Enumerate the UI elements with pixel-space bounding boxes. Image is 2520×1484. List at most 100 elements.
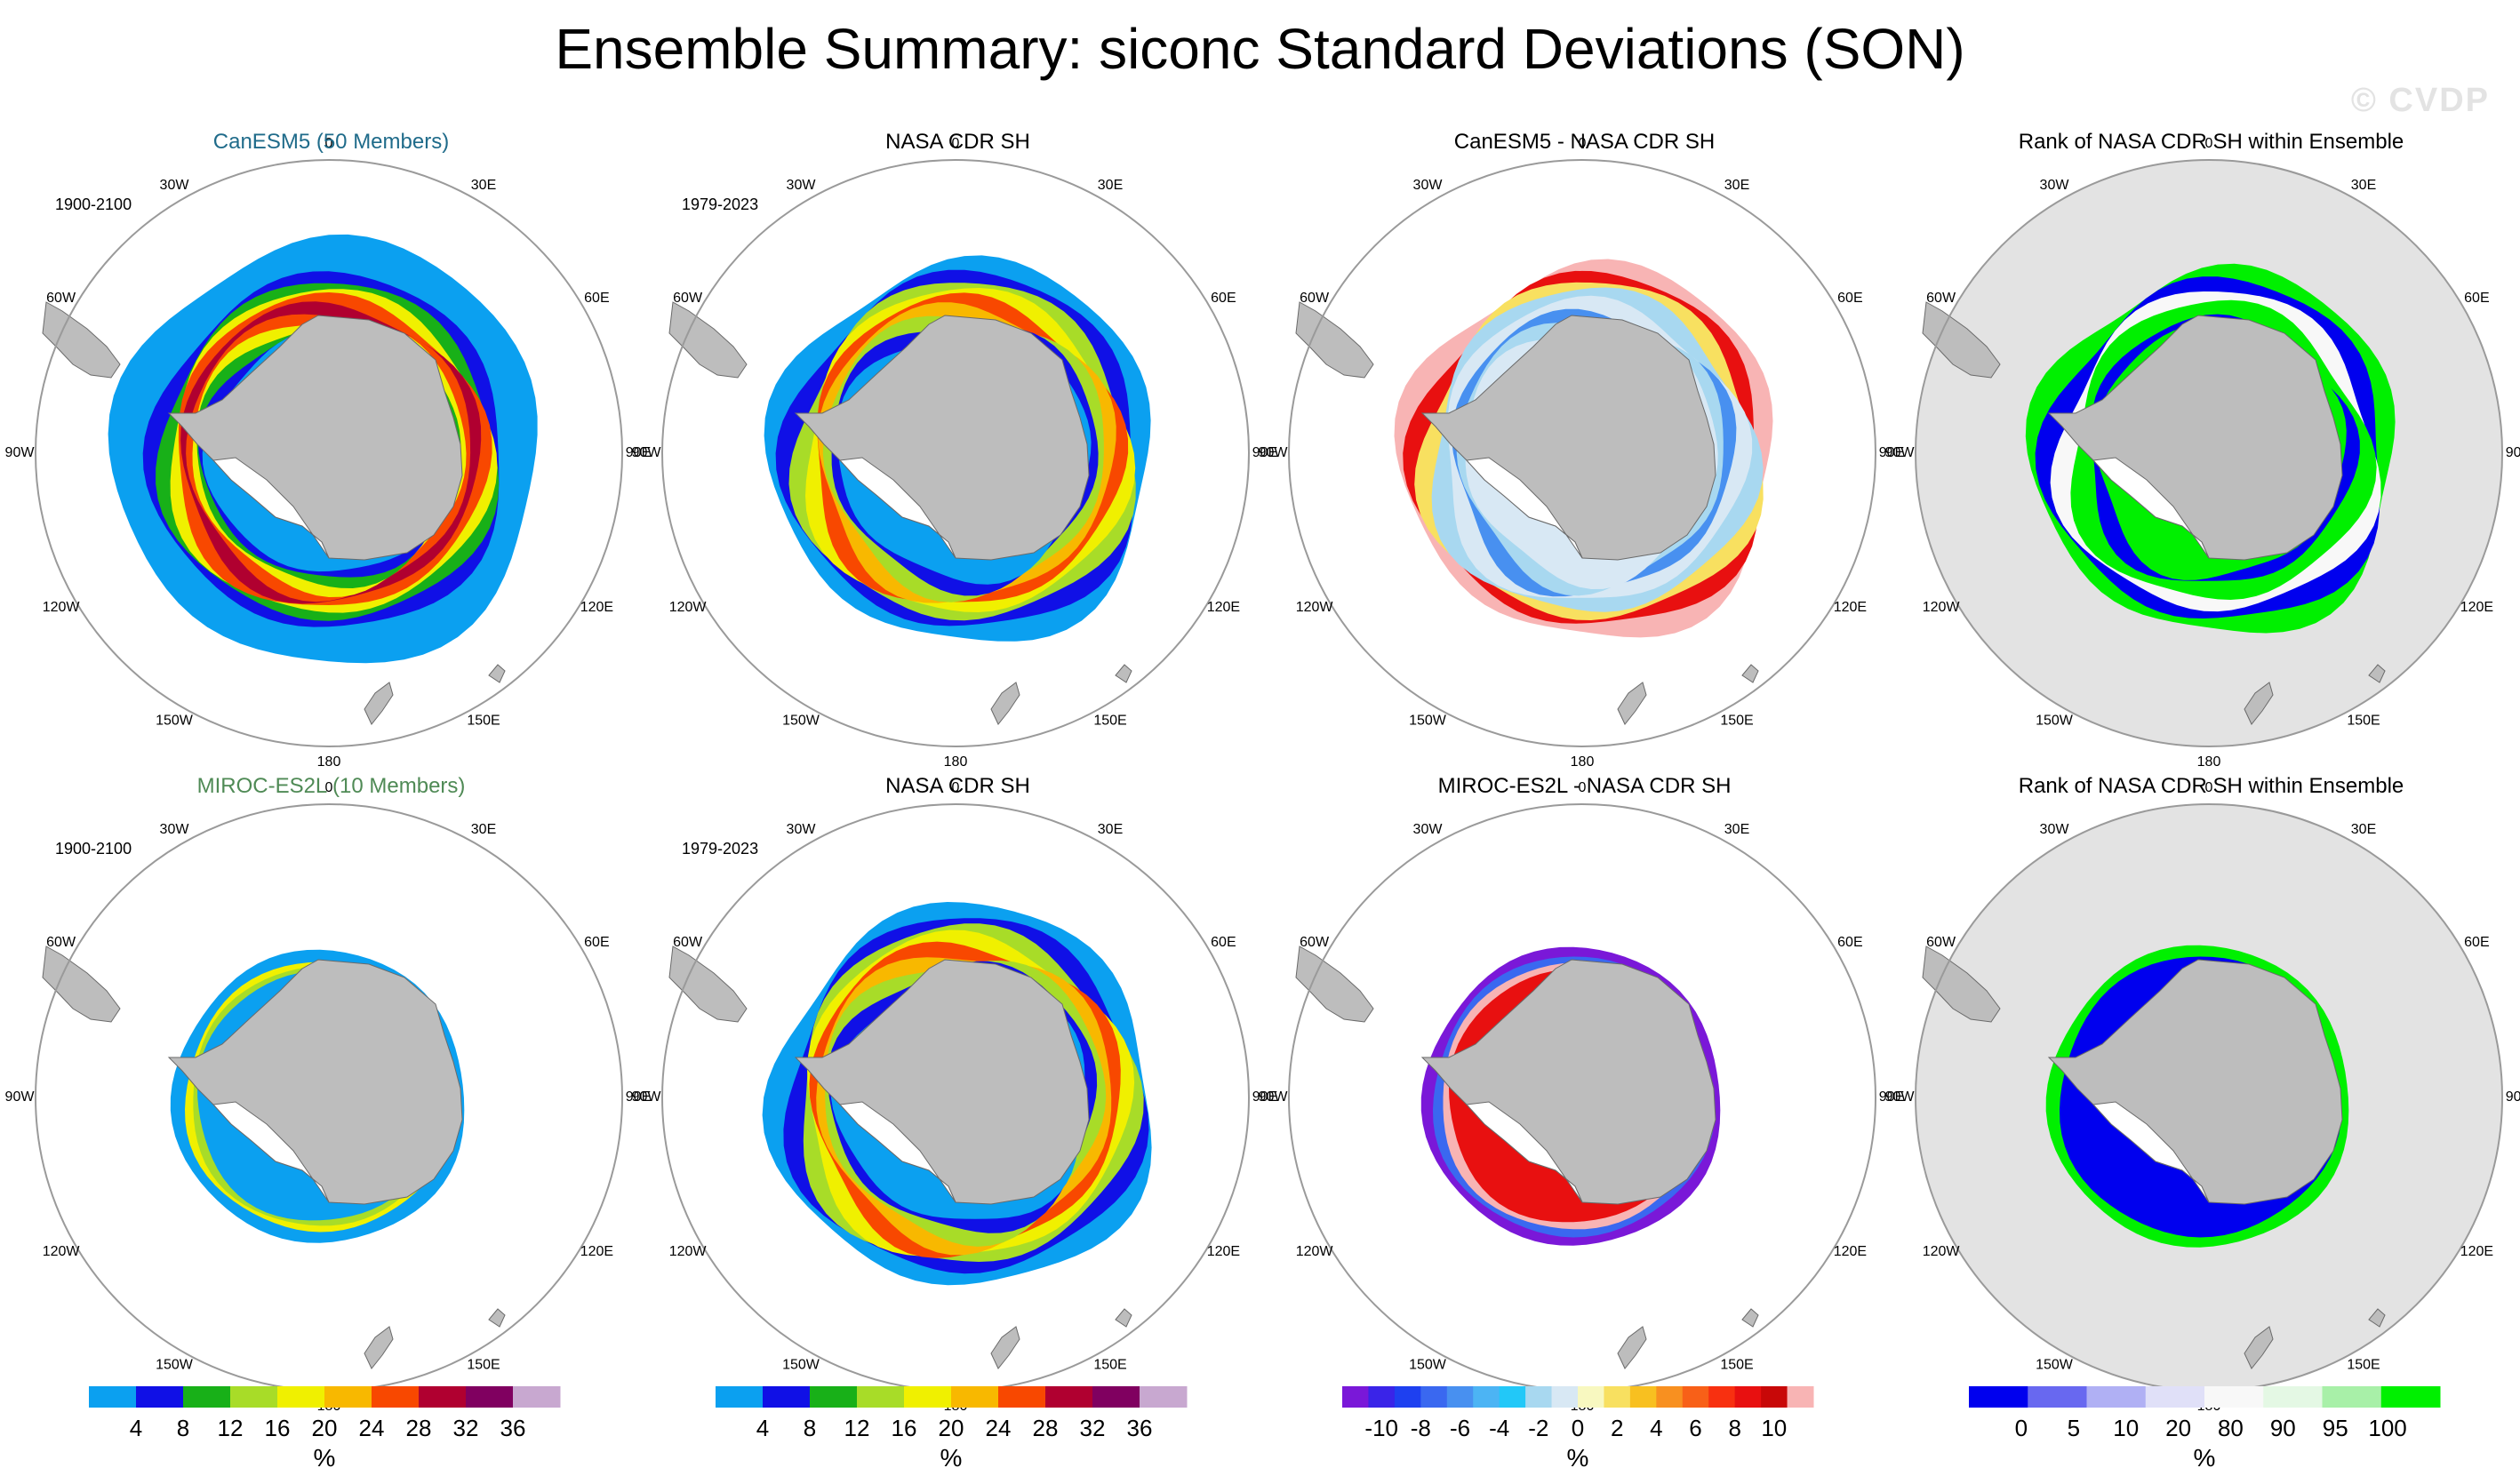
longitude-label: 0 [2205, 136, 2213, 151]
longitude-label: 30E [1098, 822, 1123, 837]
colorbar-tick-label: 0 [1572, 1415, 1584, 1441]
colorbar-box [466, 1386, 514, 1408]
colorbar-box [2380, 1386, 2441, 1408]
colorbar-box [372, 1386, 420, 1408]
map-border [1288, 159, 1876, 747]
colorbar-box [2204, 1386, 2264, 1408]
map-border [1915, 159, 2503, 747]
colorbar-box [2263, 1386, 2323, 1408]
colorbar-units: % [1567, 1444, 1589, 1472]
longitude-label: 30W [1413, 822, 1444, 837]
longitude-label: 0 [325, 780, 333, 795]
colorbar-tick-label: -8 [1411, 1415, 1431, 1441]
rank-colorbar: 0 5 10 20 80 90 95 100% [1969, 1386, 2441, 1472]
longitude-label: 30W [160, 822, 190, 837]
colorbar-box [1140, 1386, 1188, 1408]
map-panel-obs: 0 30E 60E 90E 120E 150E 180 150W 120W 90W 60W 30W NA… [632, 124, 1278, 818]
longitude-label: 60W [46, 291, 76, 306]
longitude-label: 90W [1885, 1089, 1916, 1105]
colorbar-tick-label: 10 [1761, 1415, 1787, 1441]
longitude-label: 60E [1837, 935, 1862, 950]
map-panel-canesm5: 0 30E 60E 90E 120E 150E 180 150W 120W 90W 60W 30W Ca… [5, 124, 652, 818]
longitude-label: 30E [1724, 178, 1749, 193]
longitude-label: 30E [1098, 178, 1123, 193]
map-panel-rank_miroc: 030E60E90E120E150E180150W120W90W60W30WRa… [1885, 769, 2520, 1462]
colorbar-tick-label: 10 [2113, 1415, 2139, 1441]
colorbar-box [951, 1386, 999, 1408]
longitude-label: 60W [1926, 291, 1956, 306]
longitude-label: 120W [43, 600, 81, 615]
longitude-label: 30W [2040, 178, 2070, 193]
colorbar-units: % [940, 1444, 963, 1472]
colorbar-box [857, 1386, 905, 1408]
longitude-label: 60W [1926, 935, 1956, 950]
colorbar-tick-label: 32 [1080, 1415, 1106, 1441]
land-mask [1922, 945, 2386, 1369]
longitude-label: 60E [1211, 935, 1236, 950]
colorbar-tick-label: 36 [500, 1415, 526, 1441]
colorbar-tick-label: 16 [265, 1415, 291, 1441]
longitude-label: 150E [1720, 714, 1753, 729]
colorbar-tick-label: 95 [2323, 1415, 2348, 1441]
colorbar-box [1682, 1386, 1709, 1408]
colorbar-tick-label: 24 [986, 1415, 1012, 1441]
colorbar-tick-label: -4 [1489, 1415, 1509, 1441]
colorbar-box [183, 1386, 231, 1408]
longitude-label: 90E [1252, 1089, 1277, 1105]
period-label: 1979-2023 [682, 840, 759, 858]
longitude-label: 150W [156, 1358, 194, 1373]
longitude-label: 60W [1300, 935, 1330, 950]
longitude-label: 120W [669, 600, 708, 615]
colorbar-tick-label: 20 [939, 1415, 964, 1441]
colorbar-box [1578, 1386, 1604, 1408]
period-label: 1900-2100 [55, 840, 132, 858]
colorbar-units: % [2194, 1444, 2216, 1472]
map-border [35, 159, 623, 747]
longitude-label: 90W [5, 445, 36, 460]
colorbar-box [2086, 1386, 2147, 1408]
colorbar-box [513, 1386, 561, 1408]
longitude-label: 0 [1579, 780, 1587, 795]
longitude-label: 90W [5, 1089, 36, 1105]
colorbar-box [1499, 1386, 1526, 1408]
diff-colorbar: -10 -8 -6 -4 -2 0 2 4 6 8 10% [1342, 1386, 1814, 1472]
longitude-label: 120E [580, 1244, 613, 1259]
colorbar-box [904, 1386, 952, 1408]
std-colorbar-1: 4 8 12 16 20 24 28 32 36% [89, 1386, 561, 1472]
panel-title: NASA CDR SH [885, 774, 1030, 798]
colorbar-tick-label: 2 [1611, 1415, 1623, 1441]
longitude-label: 90W [632, 1089, 662, 1105]
land-mask [1295, 945, 1759, 1369]
longitude-label: 60E [2464, 935, 2489, 950]
colorbar-tick-label: -2 [1528, 1415, 1548, 1441]
colorbar-box [2145, 1386, 2205, 1408]
colorbar-tick-label: 8 [177, 1415, 189, 1441]
longitude-label: 90E [1879, 445, 1904, 460]
longitude-label: 180 [944, 754, 968, 770]
longitude-label: 60E [1837, 291, 1862, 306]
longitude-label: 180 [317, 754, 341, 770]
colorbar-box [277, 1386, 325, 1408]
longitude-label: 150W [2036, 1358, 2074, 1373]
land-mask [1922, 301, 2386, 725]
colorbar-tick-label: 28 [1033, 1415, 1059, 1441]
colorbar-box [1708, 1386, 1736, 1408]
longitude-label: 150W [1409, 714, 1447, 729]
longitude-label: 150W [782, 1358, 820, 1373]
land-mask [668, 945, 1132, 1369]
longitude-label: 180 [1571, 754, 1595, 770]
colorbar-tick-label: 100 [2368, 1415, 2406, 1441]
colorbar-tick-label: 20 [2165, 1415, 2191, 1441]
colorbar-tick-label: 6 [1689, 1415, 1701, 1441]
longitude-label: 90E [2506, 1089, 2520, 1105]
colorbar-box [1656, 1386, 1684, 1408]
colorbar-box [998, 1386, 1046, 1408]
longitude-label: 30E [471, 822, 496, 837]
colorbar-tick-label: 20 [312, 1415, 338, 1441]
longitude-label: 60W [673, 935, 703, 950]
longitude-label: 0 [2205, 780, 2213, 795]
